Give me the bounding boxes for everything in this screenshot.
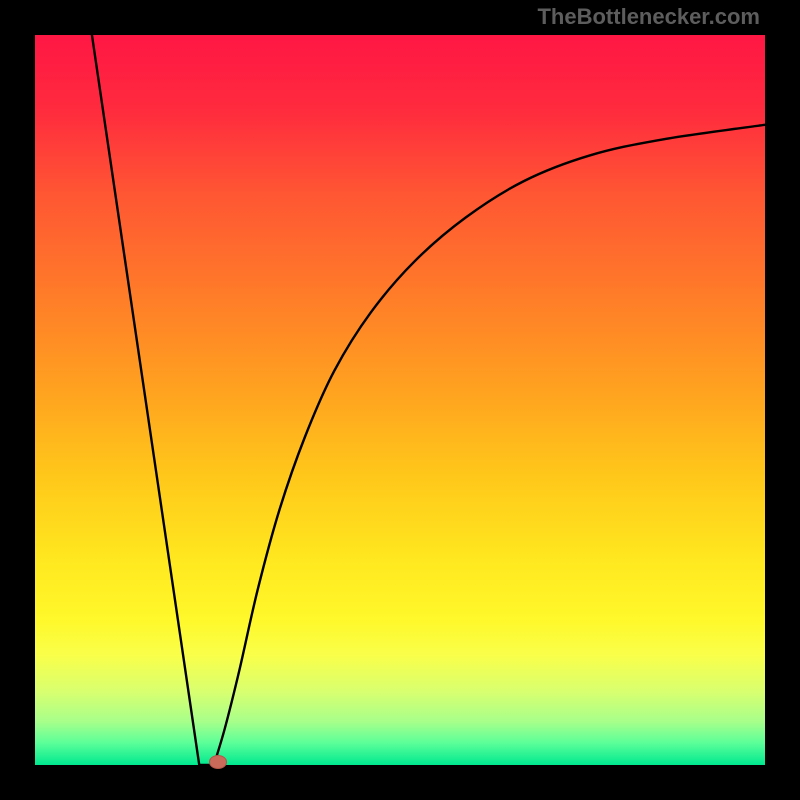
bottleneck-curve bbox=[92, 35, 765, 765]
curve-minimum-marker bbox=[209, 755, 227, 769]
watermark-text: TheBottlenecker.com bbox=[537, 4, 760, 30]
curve-layer bbox=[35, 35, 765, 765]
chart-frame: TheBottlenecker.com bbox=[0, 0, 800, 800]
plot-area bbox=[35, 35, 765, 765]
